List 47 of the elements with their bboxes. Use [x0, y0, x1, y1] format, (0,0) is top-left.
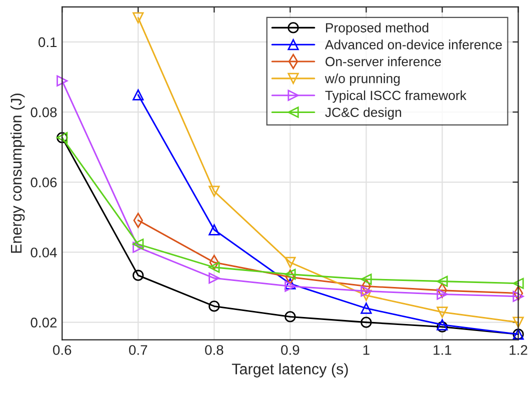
x-tick-label: 1	[363, 345, 370, 355]
point	[284, 278, 296, 290]
y-axis-title: Energy consumption (J)	[10, 94, 25, 253]
point	[360, 290, 372, 301]
point	[132, 242, 144, 253]
legend-label: Typical ISCC framework	[325, 90, 466, 103]
point	[132, 89, 144, 100]
point	[512, 290, 524, 302]
x-tick-label: 1.2	[510, 345, 528, 355]
point	[208, 186, 220, 197]
point	[284, 256, 296, 268]
y-tick-label: 0.1	[38, 37, 57, 48]
point	[284, 268, 296, 280]
point	[436, 306, 448, 318]
point	[512, 316, 524, 328]
legend-label: On-server inference	[326, 56, 441, 66]
point	[436, 276, 448, 287]
x-tick-label: 0.7	[129, 345, 148, 355]
point	[360, 274, 372, 285]
x-tick-label: 1.1	[434, 345, 452, 355]
legend-label: w/o prunning	[324, 74, 400, 86]
x-tick-label: 0.9	[281, 345, 300, 355]
point	[208, 272, 220, 284]
y-tick-label: 0.04	[30, 248, 57, 258]
y-tick-label: 0.02	[30, 318, 57, 328]
y-tick-label: 0.06	[30, 177, 57, 188]
point	[360, 302, 372, 314]
legend-label: Advanced on-device inference	[324, 40, 502, 50]
legend-label: Proposed method	[326, 22, 428, 36]
legend-label: JC&C design	[325, 107, 402, 120]
point	[132, 270, 144, 281]
x-axis-title: Target latency (s)	[232, 363, 348, 378]
x-tick-label: 0.6	[53, 345, 72, 355]
point	[208, 300, 220, 312]
x-tick-label: 0.8	[205, 345, 224, 355]
point	[360, 286, 372, 297]
point	[360, 316, 372, 328]
point	[132, 238, 144, 250]
y-tick-label: 0.08	[30, 107, 57, 118]
point	[512, 278, 524, 289]
point	[208, 224, 220, 236]
point	[132, 12, 144, 24]
point	[284, 311, 296, 322]
point	[284, 280, 296, 292]
point	[56, 75, 68, 86]
point	[208, 262, 220, 273]
point	[436, 288, 448, 300]
